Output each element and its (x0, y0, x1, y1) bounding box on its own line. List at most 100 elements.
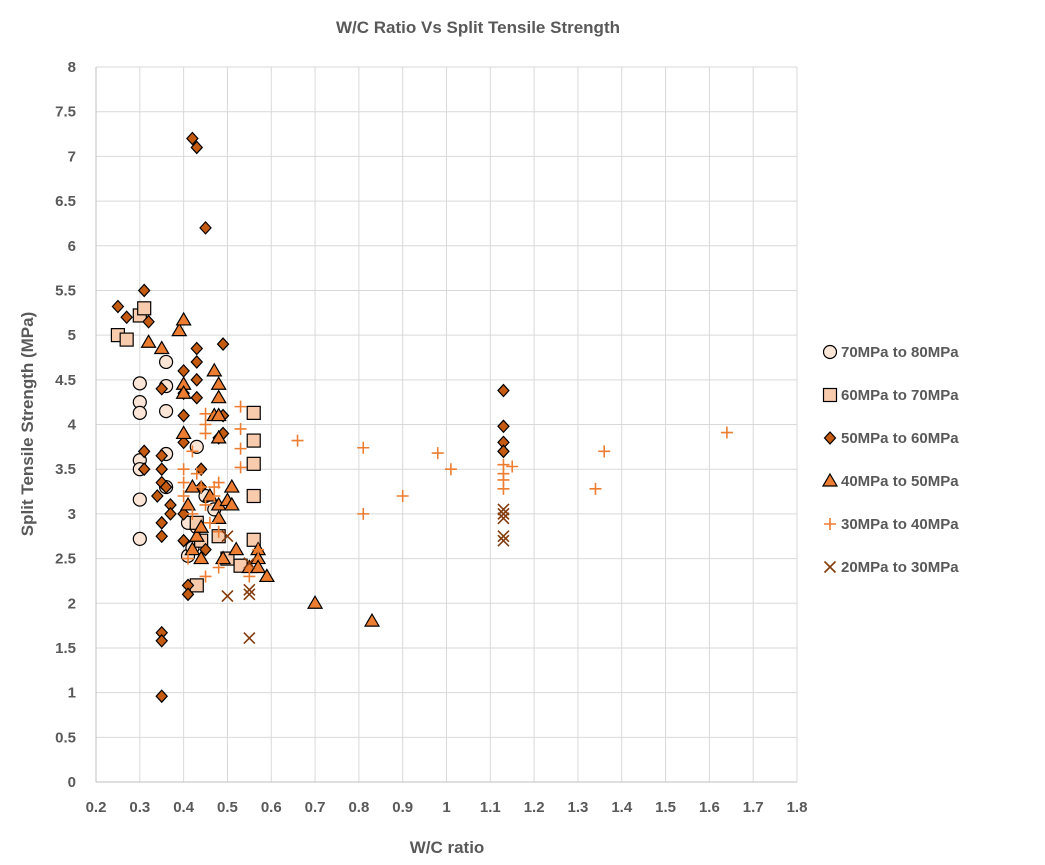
x-tick-label: 1.2 (524, 799, 545, 816)
data-point (258, 568, 275, 583)
y-tick-label: 5.5 (55, 282, 76, 299)
legend: 70MPa to 80MPa 60MPa to 70MPa 50MPa to 60M… (821, 344, 959, 576)
legend-label: 70MPa to 80MPa (841, 344, 959, 361)
data-point (137, 462, 151, 477)
data-point (177, 408, 190, 423)
data-point (175, 311, 192, 326)
data-point (164, 506, 177, 521)
legend-item: 20MPa to 30MPa (823, 559, 959, 576)
data-point (396, 490, 409, 502)
data-point (132, 531, 147, 547)
data-point (177, 463, 190, 476)
data-point (190, 355, 204, 369)
data-point (228, 541, 245, 556)
data-point (243, 556, 256, 570)
data-point (497, 530, 510, 543)
data-point (184, 478, 201, 493)
data-point (155, 381, 169, 396)
y-tick-label: 1.5 (55, 640, 76, 657)
tick-labels: 0.2 0.3 0.4 0.5 0.6 0.7 0.8 0.9 1 1.1 1.2 1.3 1.4 1.5… (55, 59, 807, 816)
data-point (497, 419, 510, 434)
data-point (177, 476, 190, 489)
data-point (190, 372, 204, 387)
axes (95, 67, 797, 783)
data-point (210, 376, 227, 390)
legend-label: 60MPa to 70MPa (841, 387, 959, 404)
data-point (119, 332, 134, 347)
data-point (212, 561, 225, 574)
x-tick-label: 1.1 (480, 799, 501, 816)
y-tick-label: 7 (68, 148, 76, 165)
data-point (210, 389, 227, 404)
data-point (598, 445, 611, 458)
data-point (210, 429, 227, 444)
data-point (171, 322, 188, 337)
data-point (155, 448, 169, 463)
data-point (182, 552, 195, 565)
data-point (199, 542, 212, 557)
data-point (190, 140, 204, 155)
data-point (177, 435, 190, 450)
series-4 (177, 400, 733, 583)
series-3 (140, 311, 381, 627)
y-axis-title: Split Tensile Strength (MPa) (18, 312, 37, 536)
data-point (190, 390, 204, 405)
chart-title: W/C Ratio Vs Split Tensile Strength (336, 18, 620, 37)
legend-marker (824, 518, 836, 530)
legend-item: 30MPa to 40MPa (824, 516, 959, 533)
x-tick-label: 1 (442, 799, 450, 816)
data-point (155, 515, 169, 530)
x-tick-label: 1.8 (787, 799, 808, 816)
data-point (142, 314, 155, 329)
y-tick-label: 0 (68, 774, 76, 791)
y-tick-label: 2 (68, 595, 76, 612)
data-point (153, 340, 170, 355)
x-tick-label: 1.6 (699, 799, 720, 816)
data-point (194, 462, 208, 477)
y-tick-label: 2.5 (55, 551, 76, 568)
data-point (159, 403, 174, 419)
x-tick-label: 1.4 (611, 799, 633, 816)
y-tick-label: 6 (68, 238, 76, 255)
data-point (137, 301, 152, 316)
data-point (234, 461, 247, 474)
x-tick-label: 0.9 (392, 799, 413, 816)
x-tick-label: 0.6 (261, 799, 282, 816)
data-point (497, 503, 510, 516)
y-tick-label: 1 (68, 685, 76, 702)
data-point (120, 310, 133, 325)
y-tick-label: 3.5 (55, 461, 76, 478)
x-tick-label: 1.5 (655, 799, 676, 816)
legend-item: 40MPa to 50MPa (821, 472, 959, 490)
data-point (155, 462, 169, 477)
data-point (179, 496, 197, 511)
data-point (720, 426, 733, 439)
data-point (307, 595, 324, 609)
data-point (201, 487, 218, 502)
data-point (497, 482, 510, 495)
series-2 (111, 131, 510, 704)
x-tick-label: 1.3 (568, 799, 589, 816)
data-point (137, 444, 151, 459)
data-point (497, 507, 510, 520)
data-point (497, 512, 510, 525)
data-point (223, 496, 240, 511)
series-1 (110, 301, 261, 593)
data-point (181, 587, 195, 602)
data-point (199, 570, 212, 583)
legend-marker (822, 344, 838, 360)
legend-item: 60MPa to 70MPa (822, 387, 959, 404)
data-point (506, 460, 519, 473)
y-tick-label: 6.5 (55, 193, 76, 210)
data-point (243, 632, 256, 645)
data-point (246, 456, 261, 471)
data-point (212, 476, 225, 489)
data-point (132, 405, 147, 420)
data-point (252, 543, 265, 556)
data-point (497, 534, 510, 547)
data-point (190, 467, 203, 480)
data-point (431, 447, 444, 460)
data-point (159, 354, 174, 370)
